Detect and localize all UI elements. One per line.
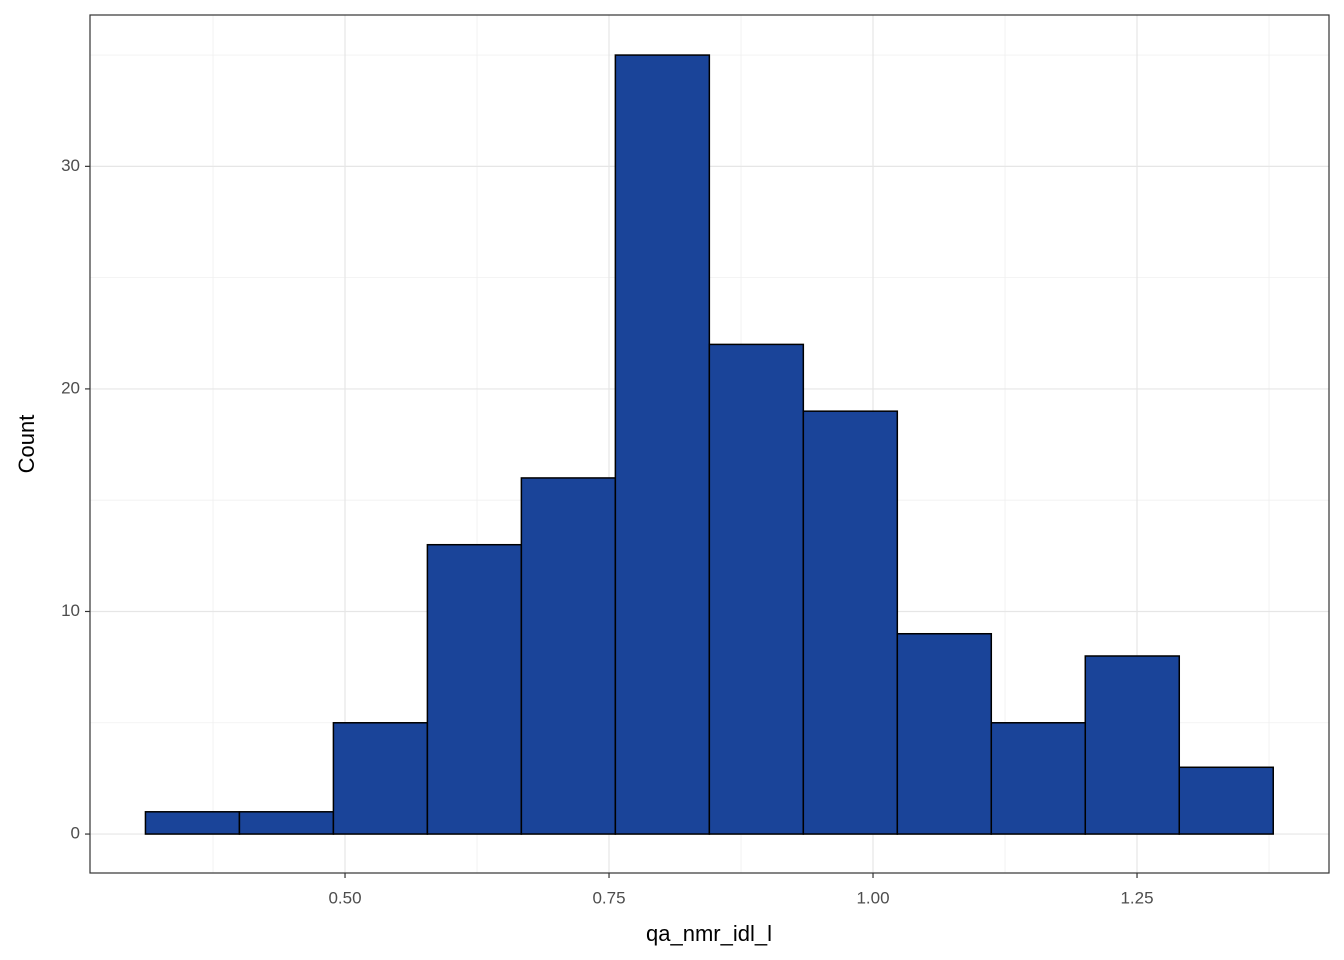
bar (144, 811, 241, 835)
bar (990, 722, 1087, 835)
x-tick-label: 1.25 (1120, 888, 1153, 907)
x-tick-label: 0.75 (592, 888, 625, 907)
axes: 0.50 0.75 1.00 1.25 0 10 20 30 (61, 156, 1153, 908)
bar (1084, 655, 1181, 835)
y-tick-label: 10 (61, 601, 80, 620)
y-tick-label: 0 (71, 824, 80, 843)
y-tick-label: 20 (61, 378, 80, 397)
bars (144, 54, 1274, 835)
bar (520, 477, 617, 835)
x-tick-label: 0.50 (328, 888, 361, 907)
y-axis-title: Count (14, 415, 39, 474)
bar (1178, 766, 1274, 835)
bar (614, 54, 711, 835)
x-tick-label: 1.00 (856, 888, 889, 907)
y-tick-label: 30 (61, 156, 80, 175)
bar (426, 543, 523, 835)
bar (802, 410, 899, 835)
bar (238, 811, 335, 835)
panel-border (89, 14, 1330, 874)
x-axis-title: qa_nmr_idl_l (646, 921, 772, 946)
bar (332, 722, 429, 835)
bar (708, 343, 805, 835)
bar (896, 632, 993, 835)
